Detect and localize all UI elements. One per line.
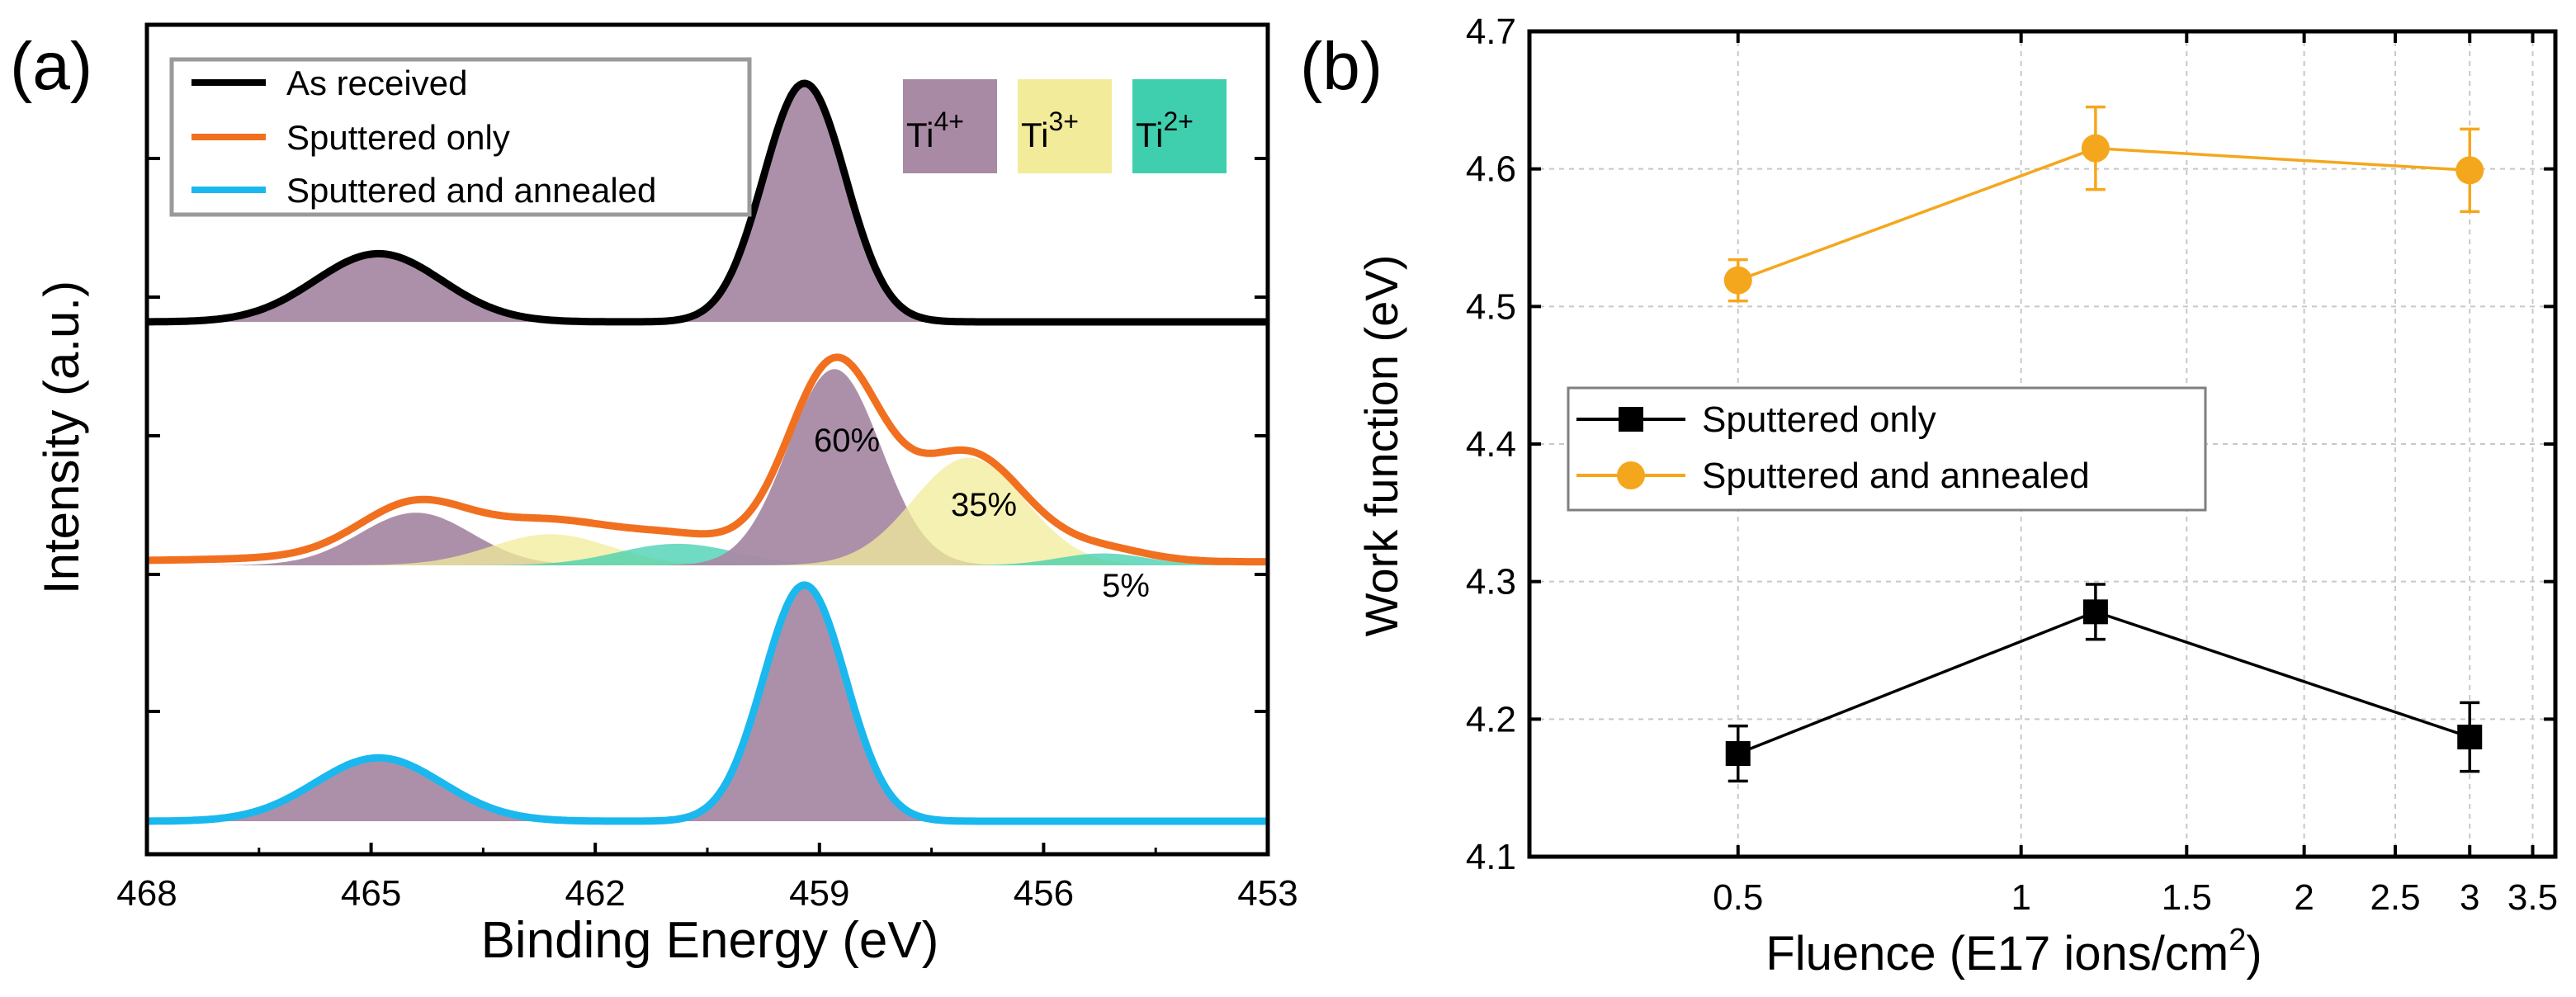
y-tick-label-b: 4.7 [1466,12,1516,52]
x-tick-label-b: 3 [2460,877,2479,918]
data-point-square [2457,725,2483,749]
x-tick-label-a: 468 [116,873,177,914]
x-axis-title-b: Fluence (E17 ions/cm2) [1765,923,2262,980]
x-tick-label-b: 3.5 [2507,877,2558,918]
component-0-0 [147,253,1268,322]
series-b [1723,105,2484,783]
swatch-ti3-label: Ti3+ [1021,106,1079,154]
legend-a: As received Sputtered only Sputtered and… [169,57,752,217]
legend-label-annealed-b: Sputtered and annealed [1702,456,2090,496]
y-tick-label-b: 4.6 [1466,149,1516,190]
x-tick-label-b: 0.5 [1713,877,1763,918]
panel-a: (a) 468 465 462 459 456 453 Intensity (a.u.) … [10,22,1298,969]
y-axis-title-b: Work function (eV) [1355,255,1407,637]
legend-entry-sputtered-only-b: Sputtered only [1576,399,1936,440]
x-tick-label-a: 456 [1014,873,1074,914]
component-1-0 [147,513,1268,565]
y-axis-title-a: Intensity (a.u.) [34,281,89,594]
legend-entry-sputtered-annealed: Sputtered and annealed [191,171,656,210]
panel-b: (b) 4.1 4.2 4.3 4.4 4.5 4.6 4.7 0.5 1 1.5 2 2.5 3 3.5… [1300,12,2558,980]
y-tick-label-b: 4.3 [1466,562,1516,602]
data-point-circle [2455,156,2484,185]
y-tick-label-b: 4.4 [1466,424,1516,465]
spectrum-sputtered-and-annealed [145,581,1269,825]
data-point-circle [1723,266,1752,295]
panel-a-label: (a) [10,29,92,104]
annotation-5: 5% [1102,568,1150,604]
axis-ticks-a: 468 465 462 459 456 453 [116,157,1298,914]
y-tick-label-b: 4.5 [1466,286,1516,327]
swatch-ti2-label: Ti2+ [1136,106,1193,154]
y-tick-label-b: 4.1 [1466,837,1516,877]
x-tick-label-a: 462 [565,873,625,914]
spectrum-as-received [145,79,1269,326]
x-tick-label-a: 465 [341,873,401,914]
data-point-square [2082,599,2108,625]
legend-b: Sputtered only Sputtered and annealed [1567,386,2207,512]
legend-label-sputtered-only: Sputtered only [286,118,510,157]
x-axis-title-a: Binding Energy (eV) [481,912,939,969]
annotation-35: 35% [951,487,1017,523]
component-fills [147,83,1268,821]
swatch-ti3 [1018,79,1112,173]
axis-ticks-b: 4.1 4.2 4.3 4.4 4.5 4.6 4.7 0.5 1 1.5 2 2.5 3 3.5 [1466,12,2558,918]
x-tick-label-b: 1.5 [2162,877,2212,918]
spectrum-sputtered-only [145,353,1269,566]
y-tick-label-b: 4.2 [1466,699,1516,739]
component-1-4 [147,457,1268,565]
component-2-0 [147,758,1268,821]
legend-entry-sputtered-only: Sputtered only [191,118,510,157]
legend-label-as-received: As received [286,64,467,102]
state-key: Ti4+ Ti3+ Ti2+ [903,79,1227,173]
component-1-2 [147,543,1268,565]
x-tick-label-b: 1 [2011,877,2030,918]
swatch-ti4-label: Ti4+ [906,106,964,154]
data-point-circle [2081,134,2110,163]
component-1-5 [147,553,1268,565]
swatch-ti4 [903,79,997,173]
annotation-60: 60% [814,423,880,459]
panel-b-label: (b) [1300,29,1383,104]
x-tick-label-b: 2.5 [2370,877,2420,918]
legend-entry-annealed-b: Sputtered and annealed [1576,456,2090,496]
legend-entry-as-received: As received [191,64,467,102]
legend-label-sputtered-annealed: Sputtered and annealed [286,171,656,210]
series-line-0 [1737,610,2470,755]
x-tick-label-a: 453 [1237,873,1297,914]
x-tick-label-a: 459 [789,873,849,914]
spectra-curves [145,79,1269,825]
swatch-ti2 [1132,79,1227,173]
legend-label-sputtered-only-b: Sputtered only [1702,399,1936,440]
data-point-square [1725,741,1751,766]
x-tick-label-b: 2 [2294,877,2314,918]
